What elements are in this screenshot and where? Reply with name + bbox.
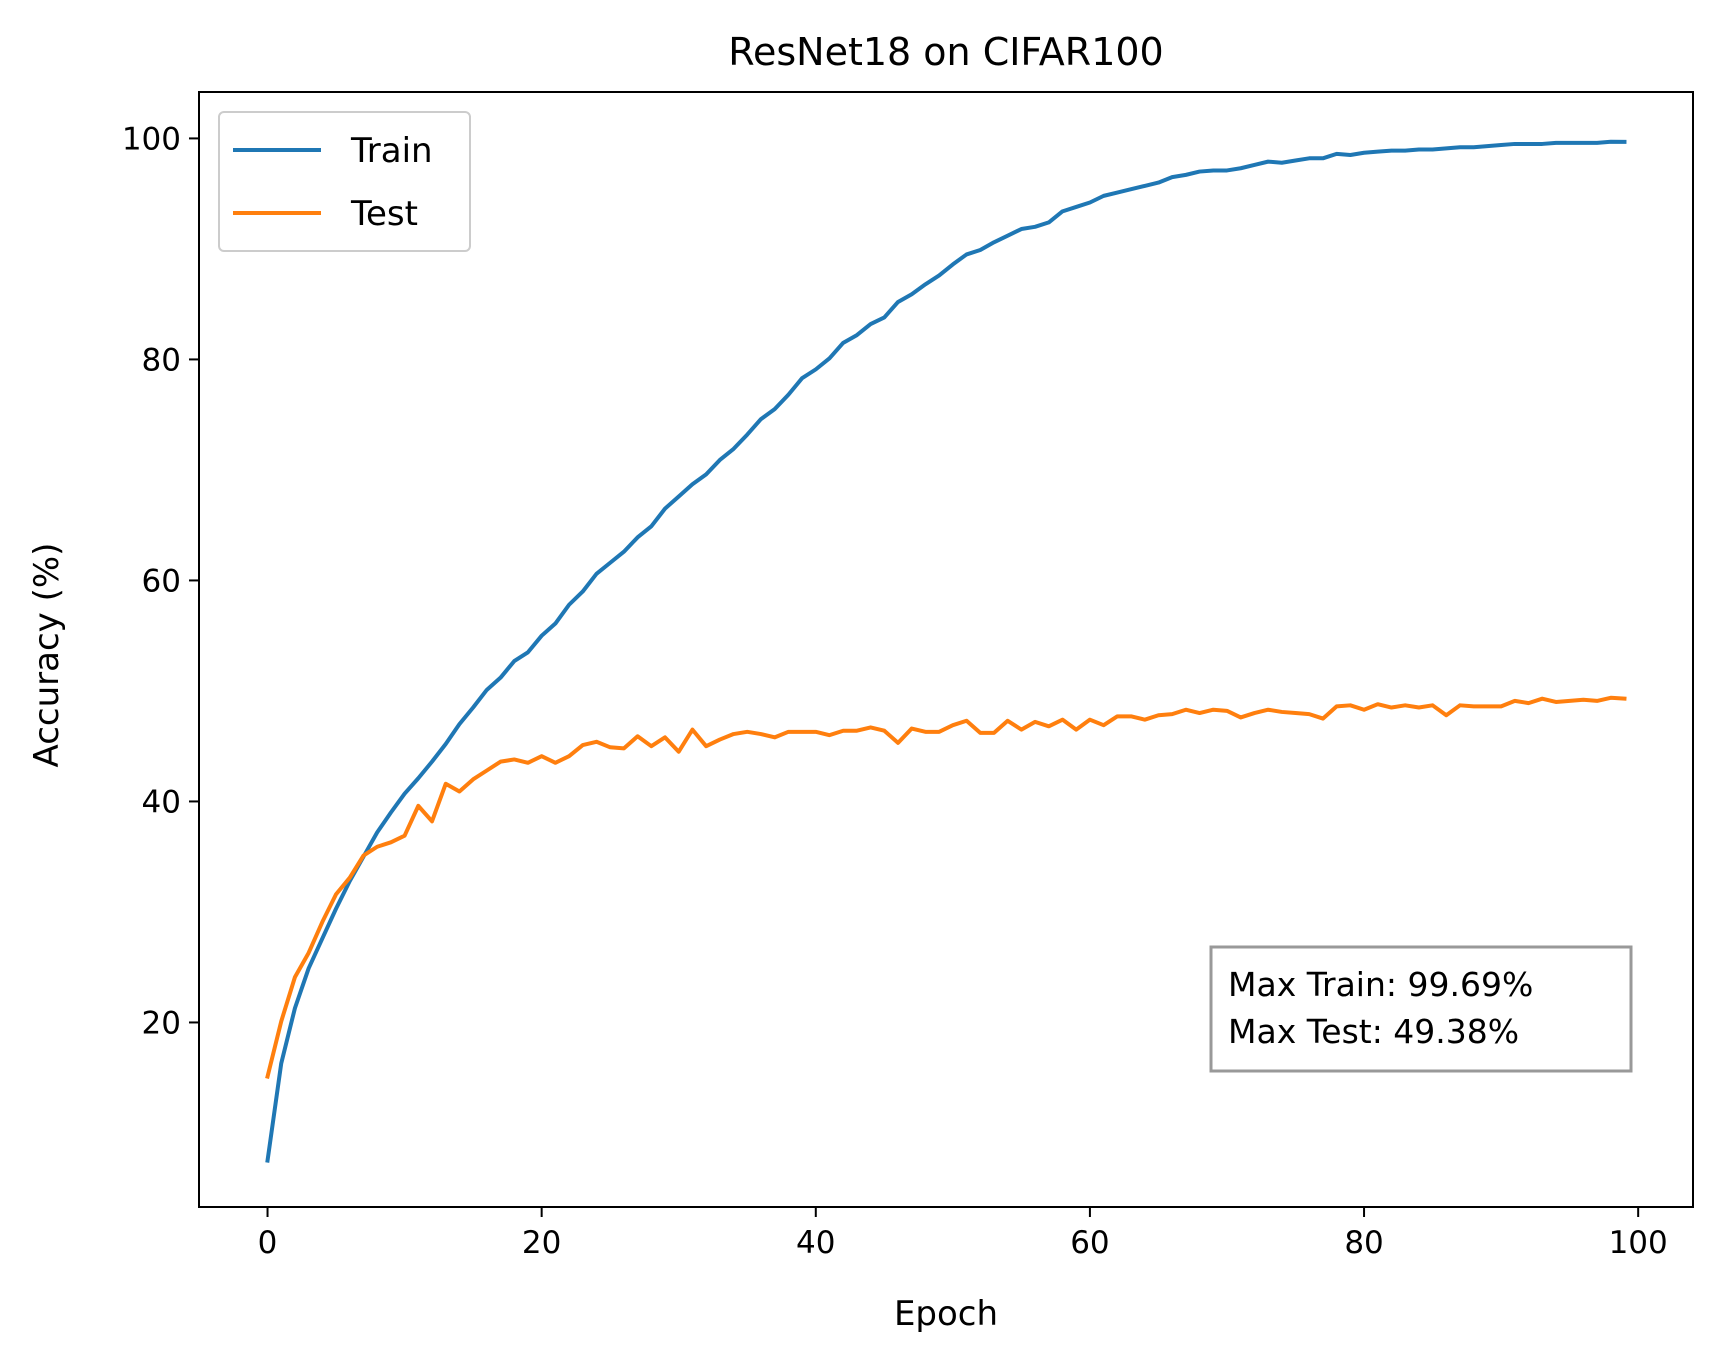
y-tick-label: 40	[142, 784, 181, 820]
y-tick-label: 60	[142, 563, 181, 599]
x-tick-label: 60	[1070, 1225, 1109, 1261]
y-tick-label: 20	[142, 1005, 181, 1041]
annotation-box	[1209, 945, 1633, 1073]
legend-label-train: Train	[350, 131, 433, 171]
y-axis-label: Accuracy (%)	[27, 543, 67, 768]
y-tick-label: 80	[142, 342, 181, 378]
plot-area: 0 20 40 60 80 100 20 40 60 80 100 Train Test Max Trai…	[122, 91, 1694, 1261]
x-tick-label: 20	[522, 1225, 561, 1261]
x-tick-label: 0	[258, 1225, 278, 1261]
legend: Train Test	[218, 111, 471, 252]
annotation-line: Max Train: 99.69%	[1228, 965, 1533, 1004]
legend-box	[218, 111, 471, 252]
x-tick-label: 100	[1609, 1225, 1668, 1261]
max-accuracy-annotation: Max Train: 99.69% Max Test: 49.38%	[1209, 945, 1633, 1073]
chart-title: ResNet18 on CIFAR100	[728, 30, 1163, 74]
annotation-line: Max Test: 49.38%	[1228, 1012, 1519, 1051]
series-line-test	[265, 695, 1627, 1080]
legend-label-test: Test	[350, 194, 418, 234]
x-tick-label: 40	[796, 1225, 835, 1261]
series-line-train	[265, 139, 1627, 1163]
x-tick-label: 80	[1344, 1225, 1383, 1261]
x-axis-label: Epoch	[894, 1294, 998, 1334]
y-tick-label: 100	[122, 121, 181, 157]
axes-frame	[198, 91, 1694, 1208]
